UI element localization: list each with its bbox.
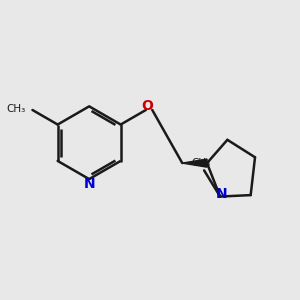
Text: N: N	[216, 187, 227, 201]
Text: N: N	[83, 177, 95, 191]
Text: CH₃: CH₃	[192, 158, 211, 168]
Text: O: O	[141, 100, 153, 113]
Text: CH₃: CH₃	[6, 103, 25, 113]
Polygon shape	[182, 159, 207, 167]
